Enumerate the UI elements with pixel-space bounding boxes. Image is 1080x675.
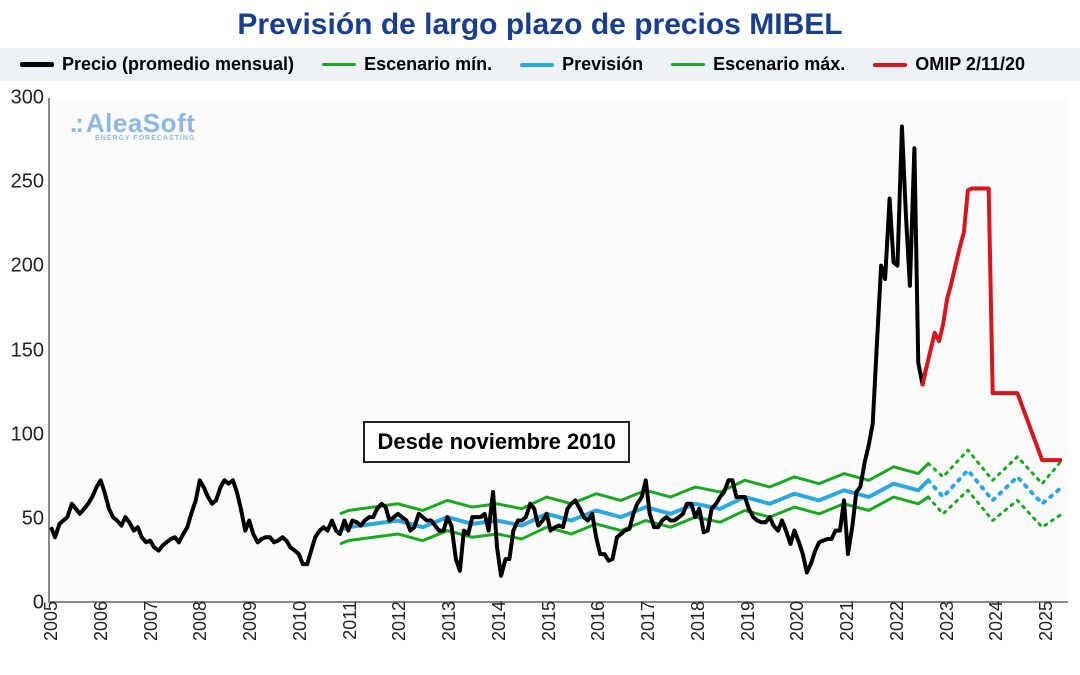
legend-label: Escenario mín. [364, 54, 492, 75]
series-omip [922, 189, 1062, 461]
legend-swatch [520, 63, 554, 67]
x-tick: 2006 [91, 601, 112, 649]
x-tick: 2024 [986, 601, 1007, 649]
x-tick: 2018 [688, 601, 709, 649]
x-tick: 2012 [389, 601, 410, 649]
legend-item: Precio (promedio mensual) [20, 54, 294, 75]
legend-item: Escenario mín. [322, 54, 492, 75]
legend: Precio (promedio mensual) Escenario mín. P… [0, 48, 1080, 81]
x-tick: 2007 [141, 601, 162, 649]
x-tick: 2005 [41, 601, 62, 649]
y-tick: 200 [11, 255, 50, 278]
legend-swatch [322, 63, 356, 66]
legend-item: OMIP 2/11/20 [873, 54, 1025, 75]
x-tick: 2021 [837, 601, 858, 649]
x-tick: 2019 [738, 601, 759, 649]
x-tick: 2010 [290, 601, 311, 649]
x-tick: 2023 [937, 601, 958, 649]
legend-item: Previsión [520, 54, 643, 75]
chart-svg [50, 98, 1068, 601]
y-tick: 250 [11, 171, 50, 194]
y-tick: 300 [11, 87, 50, 110]
y-tick: 150 [11, 339, 50, 362]
x-tick: 2020 [787, 601, 808, 649]
x-tick: 2022 [887, 601, 908, 649]
legend-label: OMIP 2/11/20 [915, 54, 1025, 75]
chart-container: Previsión de largo plazo de precios MIBE… [0, 0, 1080, 675]
x-tick: 2017 [638, 601, 659, 649]
series-prevision-future [928, 470, 1062, 504]
annotation-box: Desde noviembre 2010 [363, 421, 629, 463]
x-tick: 2014 [489, 601, 510, 649]
y-tick: 100 [11, 423, 50, 446]
chart-title: Previsión de largo plazo de precios MIBE… [0, 0, 1080, 48]
legend-label: Escenario máx. [713, 54, 845, 75]
x-tick: 2008 [190, 601, 211, 649]
legend-label: Previsión [562, 54, 643, 75]
x-tick: 2009 [240, 601, 261, 649]
legend-label: Precio (promedio mensual) [62, 54, 294, 75]
x-tick: 2016 [588, 601, 609, 649]
legend-swatch [20, 62, 54, 67]
plot-area: .:AleaSoft ENERGY FORECASTING Desde novi… [48, 98, 1068, 603]
y-tick: 50 [22, 507, 50, 530]
x-tick: 2015 [539, 601, 560, 649]
legend-swatch [873, 63, 907, 67]
legend-item: Escenario máx. [671, 54, 845, 75]
x-tick: 2025 [1036, 601, 1057, 649]
x-tick: 2013 [439, 601, 460, 649]
x-tick: 2011 [340, 601, 361, 648]
legend-swatch [671, 63, 705, 66]
series-esc-min-future [928, 490, 1062, 527]
